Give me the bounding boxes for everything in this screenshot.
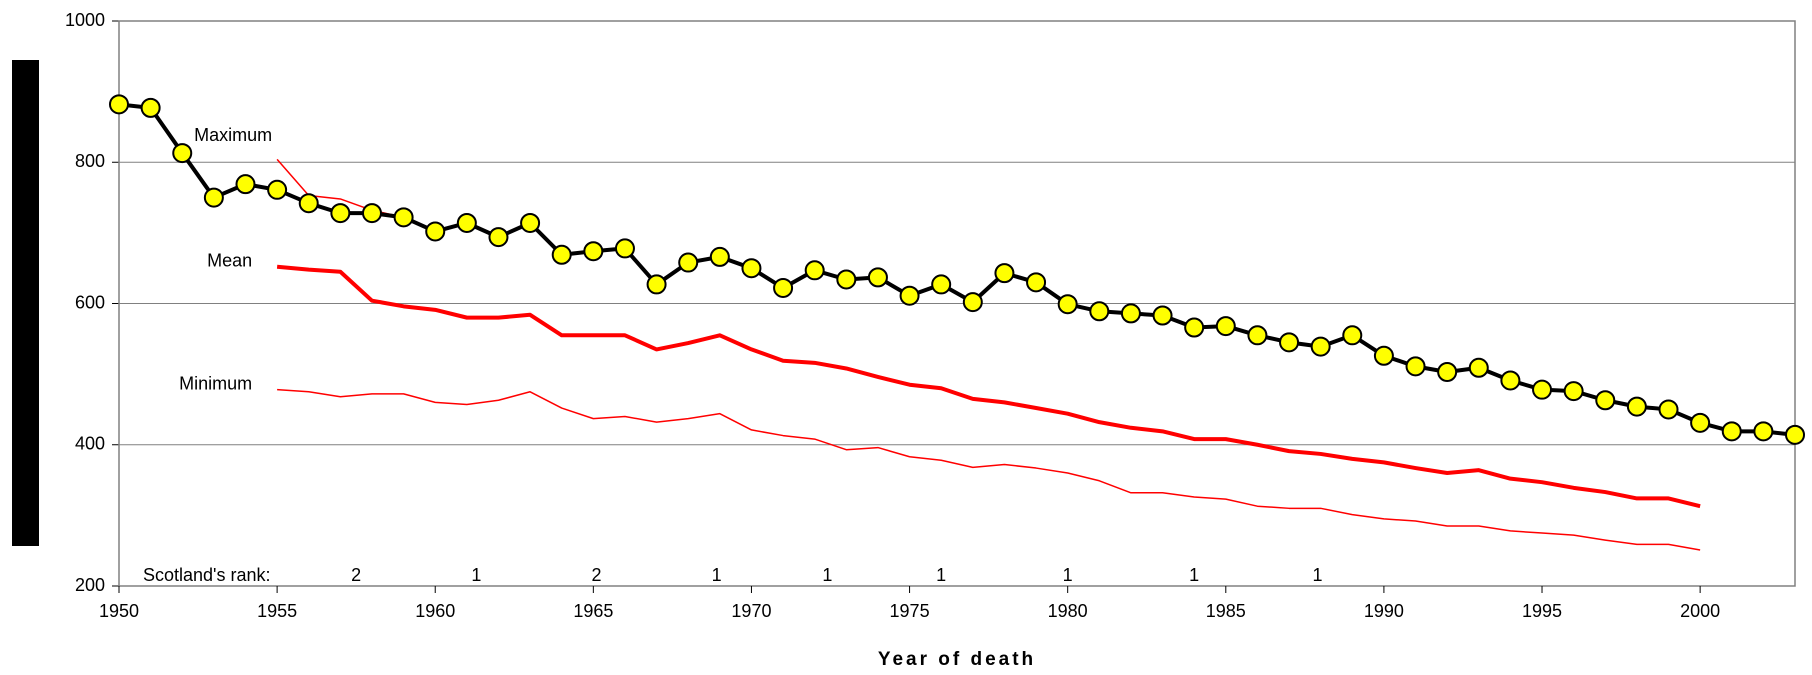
y-tick-label: 1000 (65, 10, 105, 30)
marker (1342, 325, 1363, 346)
x-tick-label: 1965 (573, 601, 613, 621)
marker (488, 227, 509, 248)
marker (330, 203, 351, 224)
rank-value: 2 (351, 565, 361, 585)
marker (899, 285, 920, 306)
rank-value: 1 (1063, 565, 1073, 585)
rank-value: 1 (1312, 565, 1322, 585)
marker (1247, 325, 1268, 346)
x-tick-label: 1995 (1522, 601, 1562, 621)
rank-value: 1 (712, 565, 722, 585)
marker (1184, 317, 1205, 338)
marker (172, 143, 193, 164)
marker (1595, 390, 1616, 411)
marker (867, 267, 888, 288)
y-tick-label: 800 (75, 151, 105, 171)
y-tick-label: 400 (75, 434, 105, 454)
marker (109, 94, 129, 115)
x-axis-title: Year of death (878, 649, 1036, 670)
marker (1405, 356, 1426, 377)
marker (646, 274, 667, 295)
x-tick-label: 1970 (731, 601, 771, 621)
y-tick-label: 200 (75, 575, 105, 595)
marker (583, 241, 604, 262)
marker (456, 212, 477, 233)
marker (1785, 424, 1805, 445)
marker (1468, 357, 1489, 378)
marker (1310, 336, 1331, 357)
marker (1563, 381, 1584, 402)
marker (1658, 399, 1679, 420)
marker (361, 203, 382, 224)
x-tick-label: 1955 (257, 601, 297, 621)
x-tick-label: 1960 (415, 601, 455, 621)
x-tick-label: 1950 (99, 601, 139, 621)
marker (773, 277, 794, 298)
series-line (276, 264, 1701, 509)
rank-label: Scotland's rank: (143, 565, 271, 585)
series-label: Mean (207, 251, 252, 271)
marker (1152, 305, 1173, 326)
marker (709, 246, 730, 267)
marker (741, 258, 762, 279)
rank-value: 1 (1189, 565, 1199, 585)
marker (931, 274, 952, 295)
marker (1089, 301, 1110, 322)
marker (1500, 370, 1521, 391)
marker (1057, 294, 1078, 315)
x-tick-label: 1985 (1206, 601, 1246, 621)
marker (836, 269, 857, 290)
marker (1120, 303, 1141, 324)
marker (614, 238, 635, 259)
marker (1753, 421, 1774, 442)
marker (1626, 396, 1647, 417)
x-tick-label: 1980 (1048, 601, 1088, 621)
x-tick-label: 1975 (890, 601, 930, 621)
x-tick-label: 1990 (1364, 601, 1404, 621)
rank-value: 1 (936, 565, 946, 585)
marker (298, 193, 319, 214)
marker (678, 252, 699, 273)
marker (1437, 362, 1458, 383)
marker (203, 187, 224, 208)
series-label: Minimum (179, 373, 252, 393)
marker (1026, 272, 1047, 293)
marker (140, 97, 161, 118)
marker (551, 244, 572, 265)
marker (1532, 379, 1553, 400)
marker (425, 221, 446, 242)
rank-value: 1 (822, 565, 832, 585)
marker (962, 292, 983, 313)
series-line (277, 388, 1701, 551)
plot-frame (118, 20, 1796, 587)
marker (804, 260, 825, 281)
marker (520, 212, 541, 233)
marker (1279, 332, 1300, 353)
series-label: Maximum (194, 125, 272, 145)
y-tick-label: 600 (75, 292, 105, 312)
marker (1373, 345, 1394, 366)
marker (235, 174, 256, 195)
marker (267, 179, 288, 200)
rank-value: 2 (591, 565, 601, 585)
marker (1215, 316, 1236, 337)
series-line (276, 158, 1701, 424)
marker (994, 263, 1015, 284)
redacted-axis-label (12, 60, 39, 546)
marker (393, 207, 414, 228)
marker (1690, 412, 1711, 433)
rank-value: 1 (471, 565, 481, 585)
marker (1721, 421, 1742, 442)
x-tick-label: 2000 (1680, 601, 1720, 621)
